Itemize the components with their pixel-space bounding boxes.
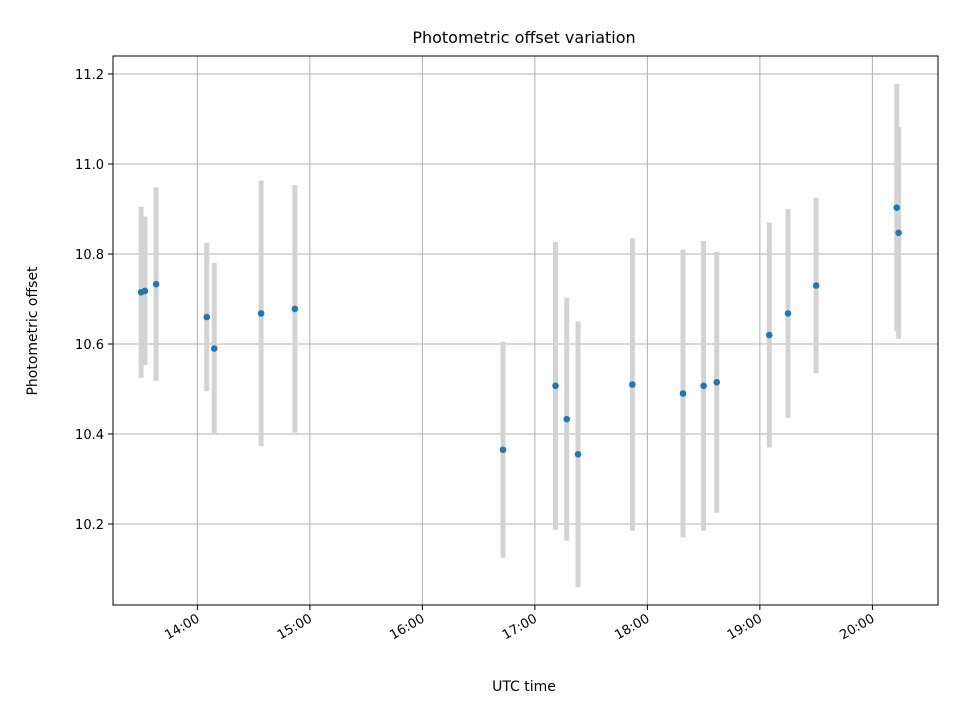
data-point [574, 450, 582, 458]
data-point [700, 382, 707, 390]
data-point [812, 282, 820, 289]
x-tick-label: 18:00 [612, 611, 652, 643]
y-tick-label: 10.4 [75, 428, 104, 443]
plot-frame [112, 55, 939, 606]
data-point [563, 415, 571, 423]
x-tick-label: 17:00 [500, 611, 540, 643]
data-point [765, 331, 773, 339]
y-tick-label: 10.2 [75, 518, 104, 533]
x-tick-label: 20:00 [837, 611, 877, 643]
data-point [257, 310, 265, 317]
y-axis-ticks: 10.2 10.4 10.6 10.8 11.0 11.2 [75, 68, 113, 533]
data-point [499, 446, 507, 454]
chart-title: Photometric offset variation [412, 28, 635, 47]
y-tick-label: 10.6 [75, 338, 104, 353]
data-point [152, 280, 160, 288]
x-axis-label: UTC time [492, 679, 556, 695]
x-tick-label: 15:00 [275, 611, 315, 643]
y-tick-label: 10.8 [75, 248, 104, 263]
y-axis-label: Photometric offset [25, 266, 41, 396]
data-point [713, 378, 721, 386]
data-point [210, 345, 218, 352]
data-point [679, 390, 687, 397]
x-axis-ticks: 14:00 15:00 16:00 17:00 18:00 19:00 20:00 [162, 605, 877, 643]
grid-lines [113, 56, 938, 605]
x-tick-label: 19:00 [725, 611, 765, 643]
data-point [552, 382, 559, 390]
data-point [203, 313, 211, 321]
data-point [629, 381, 636, 388]
data-point [291, 305, 299, 313]
x-tick-label: 16:00 [387, 611, 427, 643]
data-point [893, 204, 901, 211]
data-point [895, 229, 902, 237]
error-bars [138, 83, 902, 587]
data-point [784, 310, 792, 317]
data-points [137, 204, 902, 458]
data-point [141, 287, 149, 295]
x-tick-label: 14:00 [162, 611, 202, 643]
y-tick-label: 11.2 [75, 68, 104, 83]
y-tick-label: 11.0 [75, 158, 104, 173]
